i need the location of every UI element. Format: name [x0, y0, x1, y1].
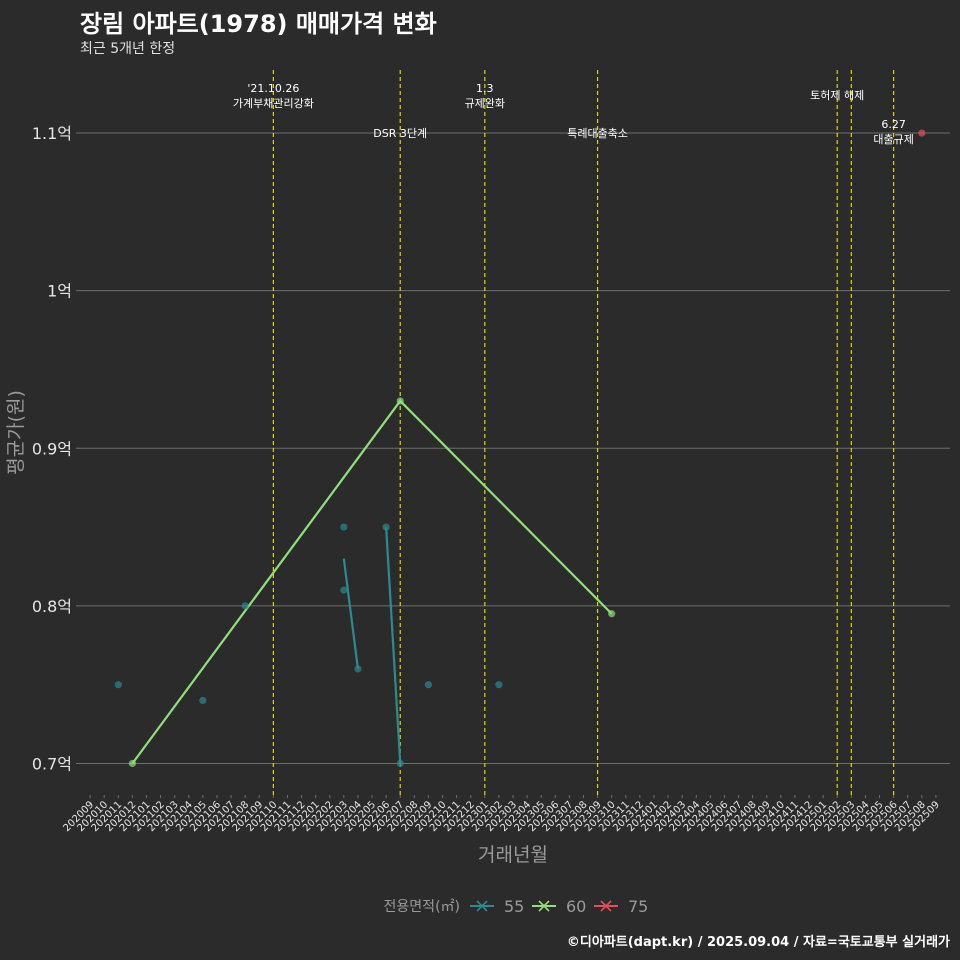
y-tick-label: 1.1억 — [32, 124, 72, 143]
x-axis-title: 거래년월 — [478, 844, 548, 866]
data-point-60 — [128, 759, 136, 768]
chart-title: 장림 아파트(1978) 매매가격 변화 — [80, 10, 437, 38]
legend-title: 전용면적(㎡) — [384, 899, 460, 915]
event-label: 특례대출축소 — [567, 127, 628, 140]
event-label: '21.10.26 — [247, 82, 299, 95]
legend-key-cross — [600, 900, 612, 912]
data-point-75 — [918, 129, 926, 137]
data-point-55 — [495, 681, 503, 689]
legend-item-60: 60 — [532, 897, 586, 916]
event-label: 가계부채관리강화 — [233, 97, 314, 110]
legend-item-75: 75 — [594, 897, 648, 916]
event-label: 1.3 — [476, 82, 494, 95]
source-credit: ©디아파트(dapt.kr) / 2025.09.04 / 자료=국토교통부 실… — [566, 935, 950, 950]
data-point-60 — [396, 397, 404, 405]
event-label: 규제완화 — [465, 97, 505, 110]
data-point-55 — [396, 759, 404, 768]
data-point-55 — [340, 523, 348, 531]
data-point-55 — [424, 681, 433, 689]
series-line-60 — [131, 399, 613, 765]
series-line-55 — [385, 526, 402, 764]
event-label: 토허제 해제 — [810, 88, 864, 102]
legend-label: 60 — [566, 897, 586, 916]
legend-label: 75 — [628, 897, 648, 916]
data-point-55 — [199, 696, 207, 705]
event-label: DSR 3단계 — [373, 127, 427, 140]
y-tick-label: 1억 — [47, 282, 72, 301]
legend-item-55: 55 — [470, 897, 524, 916]
data-point-60 — [608, 610, 616, 618]
event-label: 대출규제 — [873, 133, 913, 146]
data-point-55 — [354, 665, 362, 673]
y-tick-label: 0.7억 — [32, 754, 72, 773]
data-point-55 — [241, 602, 249, 610]
data-point-55 — [114, 681, 122, 689]
legend-label: 55 — [504, 897, 524, 916]
legend-key-cross — [538, 900, 550, 912]
series-line-55 — [342, 558, 360, 670]
y-tick-label: 0.8억 — [32, 597, 72, 616]
event-label: 6.27 — [881, 118, 906, 131]
y-tick-label: 0.9억 — [32, 439, 72, 458]
data-point-55 — [340, 586, 348, 594]
data-point-55 — [382, 523, 390, 531]
chart-subtitle: 최근 5개년 한정 — [80, 41, 176, 57]
legend-key-cross — [476, 900, 488, 912]
y-axis-title: 평균가(원) — [5, 390, 27, 475]
